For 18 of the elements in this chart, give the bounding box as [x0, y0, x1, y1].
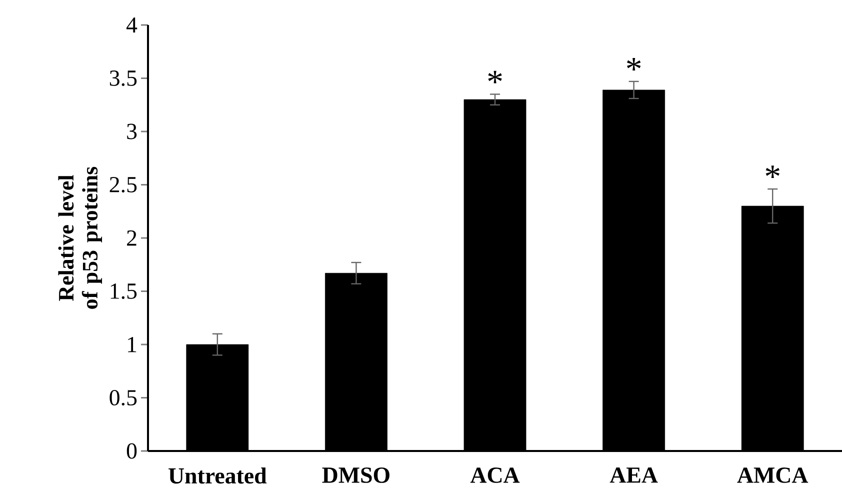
- y-tick-label: 3.5: [110, 70, 137, 86]
- y-tick-label: 3: [127, 124, 137, 140]
- annotation: *: [626, 58, 641, 70]
- x-tick-label: DMSO: [322, 468, 390, 483]
- x-tick-label: AEA: [610, 468, 658, 483]
- x-tick-label: Untreated: [168, 468, 267, 484]
- y-tick-label: 1.5: [110, 284, 137, 299]
- x-tick-label: AMCA: [737, 468, 808, 483]
- y-tick-label: 0: [126, 443, 137, 459]
- y-tick-label: 4: [126, 17, 138, 33]
- annotation: *: [766, 166, 780, 178]
- y-axis-title: Relative level of p53 proteins: [58, 166, 102, 309]
- x-tick-label: ACA: [470, 468, 520, 483]
- y-tick-label: 2: [127, 230, 136, 246]
- y-tick-label: 0.5: [110, 390, 137, 406]
- y-tick-label: 1: [128, 336, 136, 352]
- y-tick-label: 2.5: [110, 177, 137, 192]
- annotation: *: [488, 70, 502, 84]
